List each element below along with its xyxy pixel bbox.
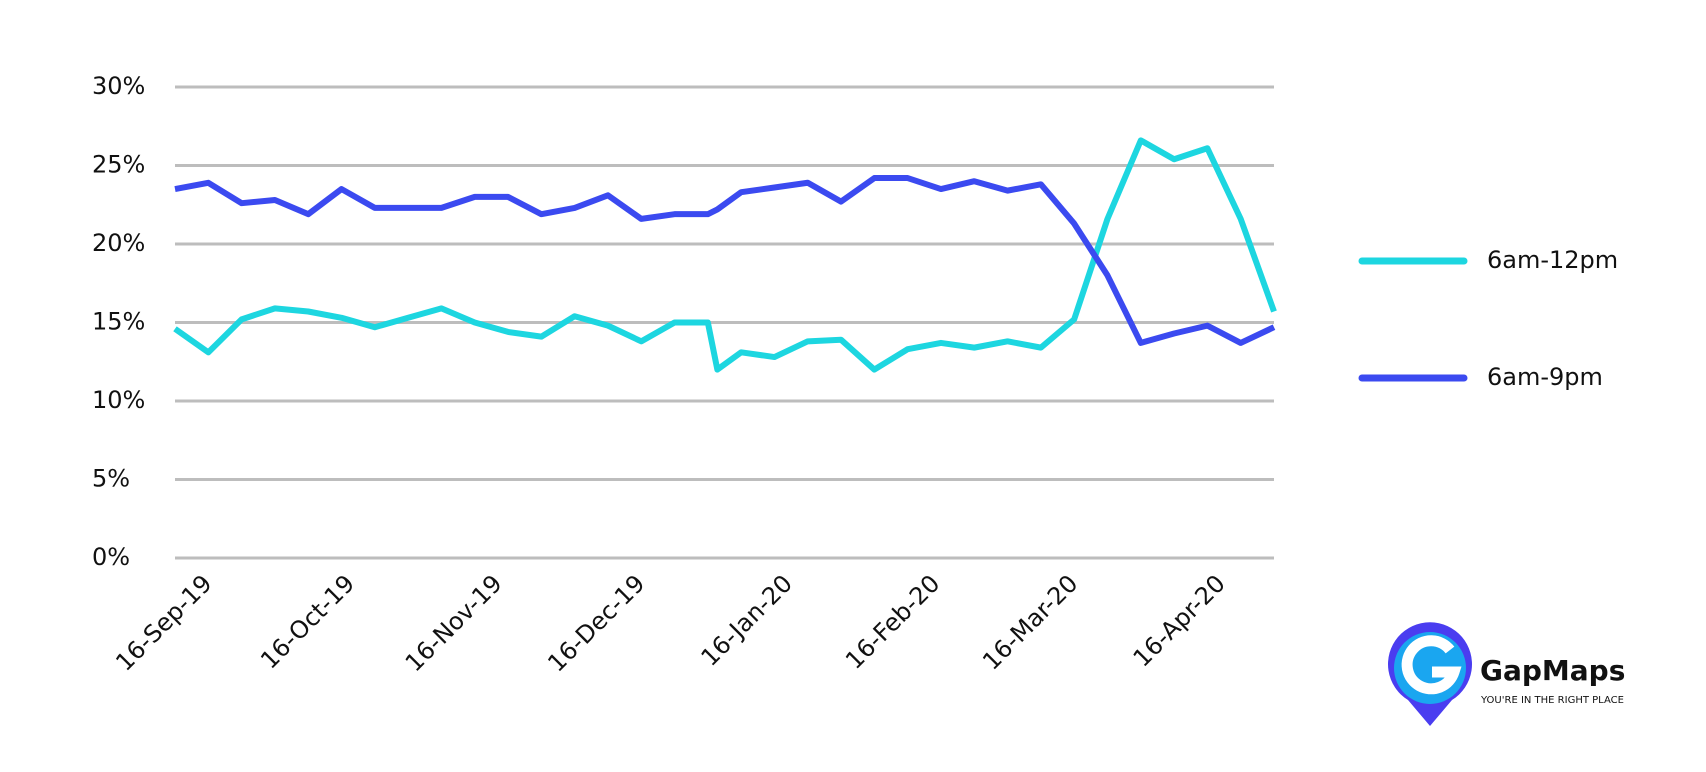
y-tick-label: 15%	[92, 308, 145, 336]
y-tick-label: 25%	[92, 151, 145, 179]
x-tick-label: 16-Oct-19	[255, 569, 360, 674]
x-tick-label: 16-Jan-20	[696, 569, 798, 671]
y-tick-label: 0%	[92, 543, 130, 571]
x-tick-label: 16-Mar-20	[977, 569, 1083, 675]
logo-name: GapMaps	[1480, 654, 1625, 687]
line-series	[174, 175, 1276, 346]
legend-label: 6am-12pm	[1487, 246, 1618, 274]
x-tick-label: 16-Apr-20	[1128, 569, 1231, 672]
x-tick-label: 16-Sep-19	[110, 569, 217, 676]
line-series	[173, 137, 1277, 373]
y-tick-label: 30%	[92, 72, 145, 100]
logo-tagline: YOU'RE IN THE RIGHT PLACE	[1480, 695, 1624, 706]
x-tick-label: 16-Dec-19	[542, 569, 650, 677]
legend-label: 6am-9pm	[1487, 363, 1603, 391]
y-tick-label: 20%	[92, 229, 145, 257]
logo-g	[1401, 635, 1462, 695]
x-tick-label: 16-Feb-20	[840, 569, 945, 674]
y-tick-label: 10%	[92, 386, 145, 414]
y-tick-label: 5%	[92, 465, 130, 493]
logo: GapMaps YOU'RE IN THE RIGHT PLACE	[1388, 622, 1625, 726]
x-tick-label: 16-Nov-19	[400, 569, 508, 677]
